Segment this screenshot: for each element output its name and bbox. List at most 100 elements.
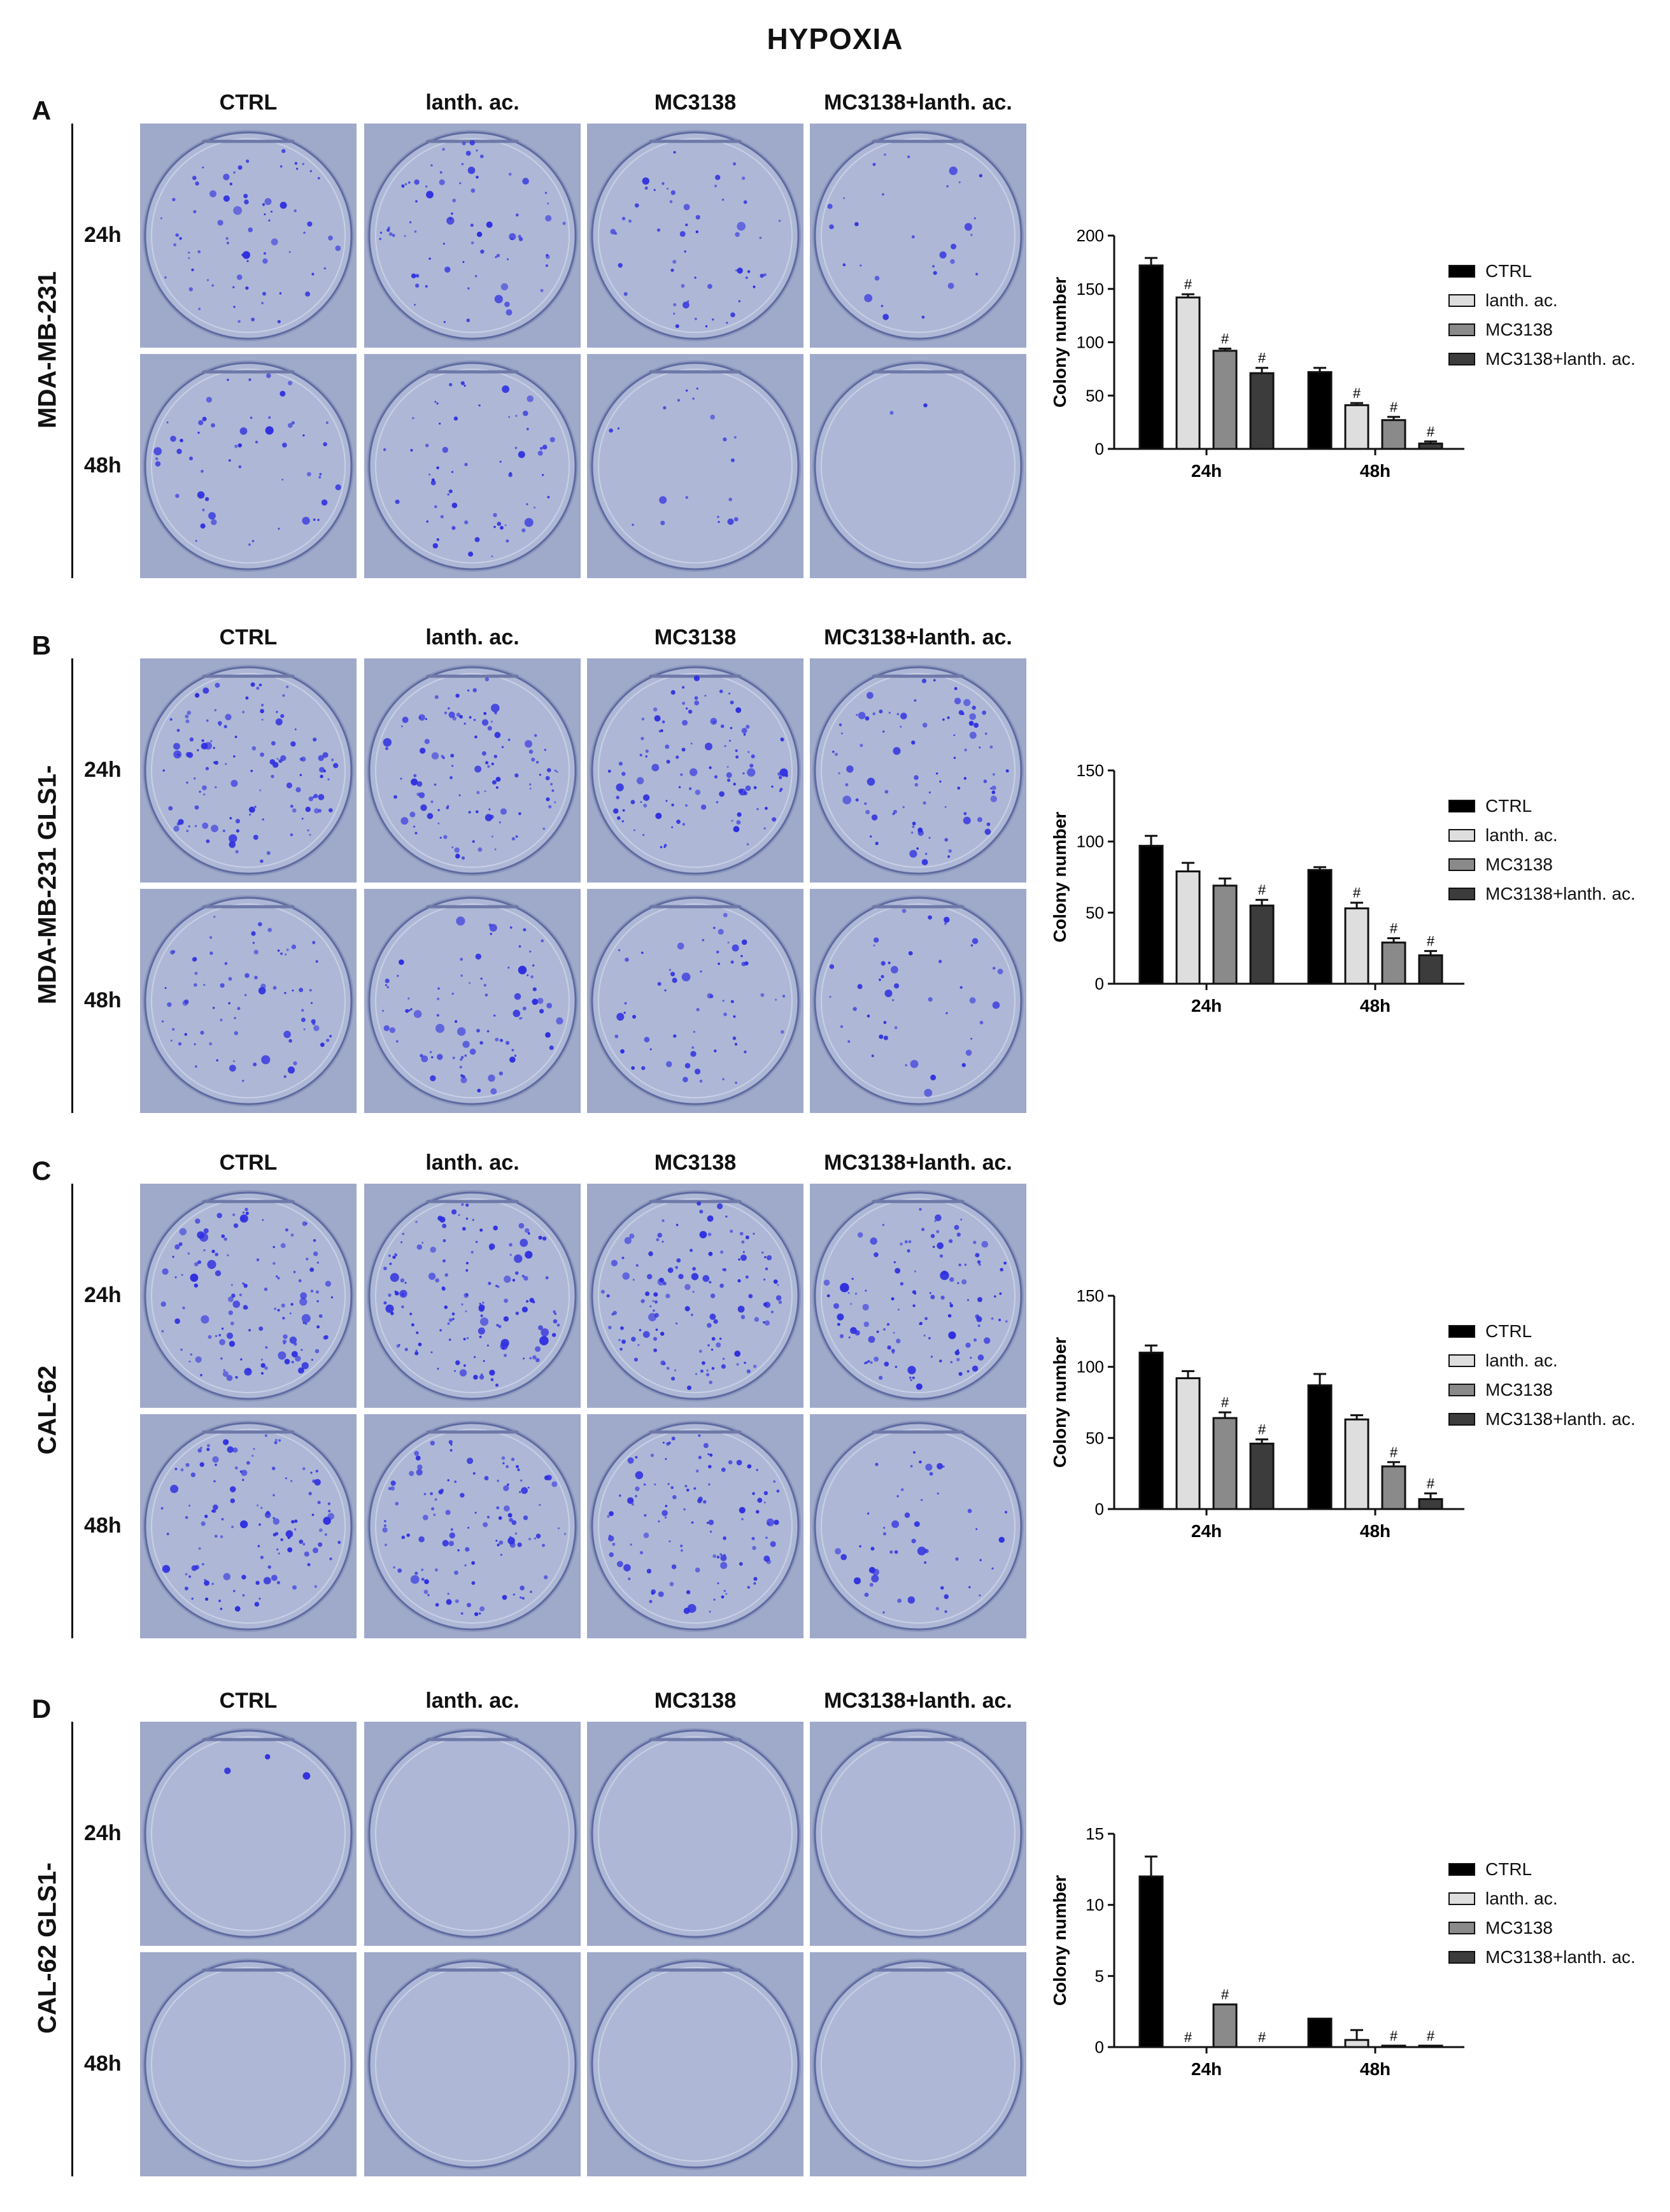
legend-swatch — [1448, 888, 1475, 900]
colony — [413, 774, 417, 777]
colony — [924, 1317, 928, 1321]
colony — [765, 807, 768, 810]
time-label-48h: 48h — [84, 988, 122, 1012]
culture-dish-photo — [364, 889, 581, 1113]
colony — [705, 742, 712, 751]
colony — [631, 1503, 634, 1506]
colony — [491, 555, 493, 558]
colony — [309, 170, 312, 173]
colony — [736, 1363, 739, 1366]
colony — [215, 1535, 218, 1538]
colony — [465, 1269, 469, 1272]
colony — [738, 788, 743, 793]
colony — [521, 1307, 528, 1313]
legend-label: CTRL — [1485, 261, 1532, 281]
colony — [525, 1251, 533, 1259]
legend-swatch — [1448, 1892, 1475, 1905]
colony — [632, 1014, 636, 1019]
colony — [260, 983, 266, 989]
column-header-2: MC3138 — [654, 90, 737, 115]
panel-side-line — [71, 124, 73, 578]
colony — [258, 922, 262, 926]
colony — [430, 480, 436, 486]
colony — [700, 1369, 704, 1373]
panel-side-line — [71, 1722, 73, 2176]
colony — [235, 850, 239, 854]
colony — [747, 1464, 751, 1469]
colony — [318, 476, 322, 479]
colony — [518, 945, 521, 948]
colony — [463, 385, 466, 387]
cell-line-label: CAL-62 — [33, 1365, 62, 1455]
colony — [957, 786, 961, 790]
colony — [969, 713, 976, 720]
colony — [313, 518, 316, 521]
colony — [944, 922, 947, 925]
colony — [440, 1488, 444, 1492]
colony — [214, 760, 218, 765]
colony — [288, 1039, 292, 1043]
colony — [467, 1457, 474, 1464]
colony — [847, 1292, 850, 1294]
colony — [194, 805, 199, 810]
bar — [1381, 1465, 1406, 1510]
colony — [644, 1514, 647, 1517]
colony — [627, 1457, 634, 1464]
colony — [502, 1462, 505, 1464]
colony — [542, 474, 544, 476]
column-header-1: lanth. ac. — [425, 1151, 520, 1175]
colony — [328, 235, 333, 241]
colony — [215, 1252, 218, 1256]
colony — [911, 741, 916, 745]
colony — [304, 1322, 308, 1325]
colony — [421, 1577, 425, 1581]
colony — [743, 733, 746, 736]
colony — [320, 774, 323, 779]
colony — [390, 1273, 399, 1282]
colony — [237, 1007, 241, 1010]
colony — [487, 765, 490, 768]
colony — [944, 1610, 947, 1613]
colony — [733, 517, 739, 521]
legend-label: lanth. ac. — [1485, 1351, 1558, 1370]
colony — [937, 1492, 939, 1495]
colony — [993, 773, 995, 776]
colony — [500, 1342, 508, 1351]
colony — [521, 1597, 525, 1600]
bar — [1212, 2003, 1238, 2048]
colony — [402, 716, 409, 723]
colony — [201, 742, 208, 750]
colony — [441, 1286, 446, 1291]
colony — [439, 171, 442, 174]
colony — [227, 1254, 229, 1257]
x-tick-label: 48h — [1360, 461, 1390, 481]
colony — [185, 1516, 188, 1519]
colony — [190, 1353, 193, 1356]
colony — [714, 775, 718, 779]
colony — [745, 1275, 749, 1279]
colony — [189, 457, 193, 460]
colony — [864, 802, 867, 805]
colony — [733, 162, 737, 166]
colony — [318, 1314, 323, 1318]
colony — [232, 1060, 235, 1062]
colony — [242, 1079, 244, 1082]
colony — [282, 1317, 285, 1320]
colony — [434, 401, 437, 403]
colony — [616, 816, 621, 820]
colony — [984, 828, 991, 835]
colony — [385, 1304, 394, 1313]
colony — [848, 1336, 851, 1339]
colony — [393, 795, 397, 799]
culture-dish-photo — [810, 658, 1026, 883]
colony — [727, 941, 730, 944]
colony — [924, 1561, 927, 1564]
chart-legend: CTRL lanth. ac. MC3138 MC3138+lanth. ac. — [1448, 1321, 1659, 1449]
colony — [709, 1530, 712, 1533]
colony — [430, 164, 433, 167]
colony — [383, 1524, 386, 1528]
column-header-0: CTRL — [219, 1689, 278, 1713]
colony — [234, 1466, 238, 1470]
colony — [457, 1549, 460, 1552]
colony — [206, 719, 209, 722]
